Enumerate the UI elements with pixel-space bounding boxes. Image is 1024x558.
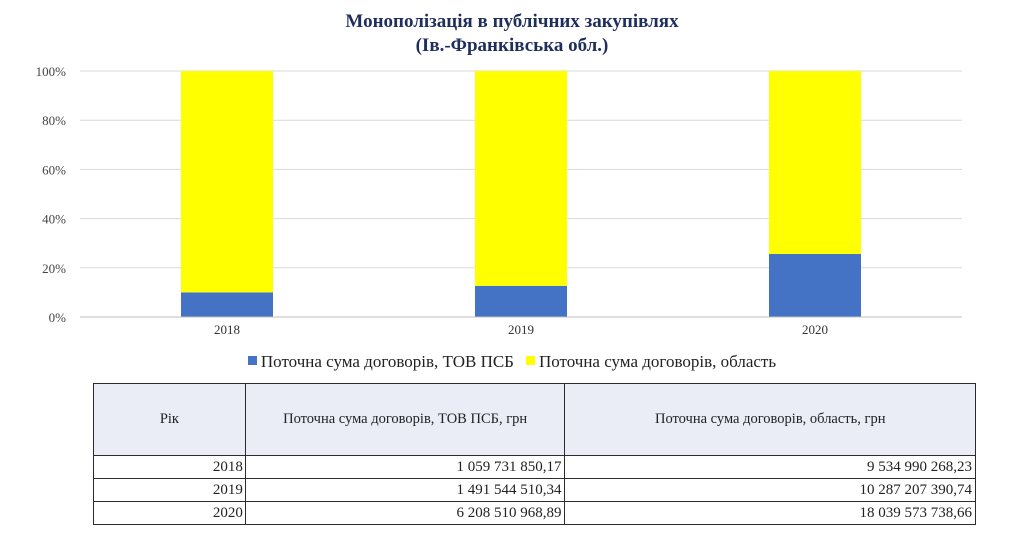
bar-psb-2018 xyxy=(181,292,273,317)
legend-swatch-region xyxy=(525,356,535,365)
cell-year: 2018 xyxy=(93,455,246,479)
cell-region-sum: 10 287 207 390,74 xyxy=(564,478,976,502)
cell-region-sum: 18 039 573 738,66 xyxy=(564,501,976,525)
header-region-sum: Поточна сума договорів, область, грн xyxy=(564,383,976,456)
x-tick-label: 2020 xyxy=(802,322,828,337)
cell-year: 2019 xyxy=(93,478,246,502)
bar-region-2018 xyxy=(181,71,273,293)
table-row: 2020 6 208 510 968,89 18 039 573 738,66 xyxy=(93,501,976,525)
y-tick-label: 20% xyxy=(42,261,66,276)
table-header-row: Рік Поточна сума договорів, ТОВ ПСБ, грн… xyxy=(93,383,976,456)
header-year: Рік xyxy=(93,383,246,456)
legend-label-psb: Поточна сума договорів, ТОВ ПСБ xyxy=(260,352,514,371)
cell-psb-sum: 1 491 544 510,34 xyxy=(244,478,566,502)
y-tick-label: 0% xyxy=(49,310,67,325)
header-psb-sum: Поточна сума договорів, ТОВ ПСБ, грн xyxy=(244,383,566,456)
y-tick-label: 60% xyxy=(42,162,66,177)
legend-label-region: Поточна сума договорів, область xyxy=(538,352,777,371)
cell-year: 2020 xyxy=(93,501,246,525)
legend-item-psb: Поточна сума договорів, ТОВ ПСБ xyxy=(247,352,514,372)
legend-item-region: Поточна сума договорів, область xyxy=(525,352,777,372)
x-tick-label: 2019 xyxy=(508,322,534,337)
legend: Поточна сума договорів, ТОВ ПСБ Поточна с… xyxy=(0,352,1024,372)
y-tick-label: 80% xyxy=(42,113,66,128)
bar-psb-2020 xyxy=(769,254,861,317)
stacked-bar-chart: 0% 20% 40% 60% 80% 100% 2018 2019 2020 xyxy=(36,64,962,337)
cell-psb-sum: 1 059 731 850,17 xyxy=(244,455,566,479)
cell-region-sum: 9 534 990 268,23 xyxy=(564,455,976,479)
bar-region-2020 xyxy=(769,71,861,255)
cell-psb-sum: 6 208 510 968,89 xyxy=(244,501,566,525)
data-table: Рік Поточна сума договорів, ТОВ ПСБ, грн… xyxy=(93,383,976,525)
chart-title-line-2: (Ів.-Франківська обл.) xyxy=(415,35,609,56)
chart-title: Монополізація в публічних закупівлях (Ів… xyxy=(0,10,1024,58)
y-tick-label: 40% xyxy=(42,212,66,227)
table-row: 2019 1 491 544 510,34 10 287 207 390,74 xyxy=(93,478,976,502)
bar-psb-2019 xyxy=(475,285,567,317)
chart-title-line-1: Монополізація в публічних закупівлях xyxy=(345,11,679,32)
bar-region-2019 xyxy=(475,71,567,286)
table-row: 2018 1 059 731 850,17 9 534 990 268,23 xyxy=(93,455,976,479)
y-tick-label: 100% xyxy=(36,64,67,79)
x-tick-label: 2018 xyxy=(214,322,240,337)
legend-swatch-psb xyxy=(247,356,257,365)
